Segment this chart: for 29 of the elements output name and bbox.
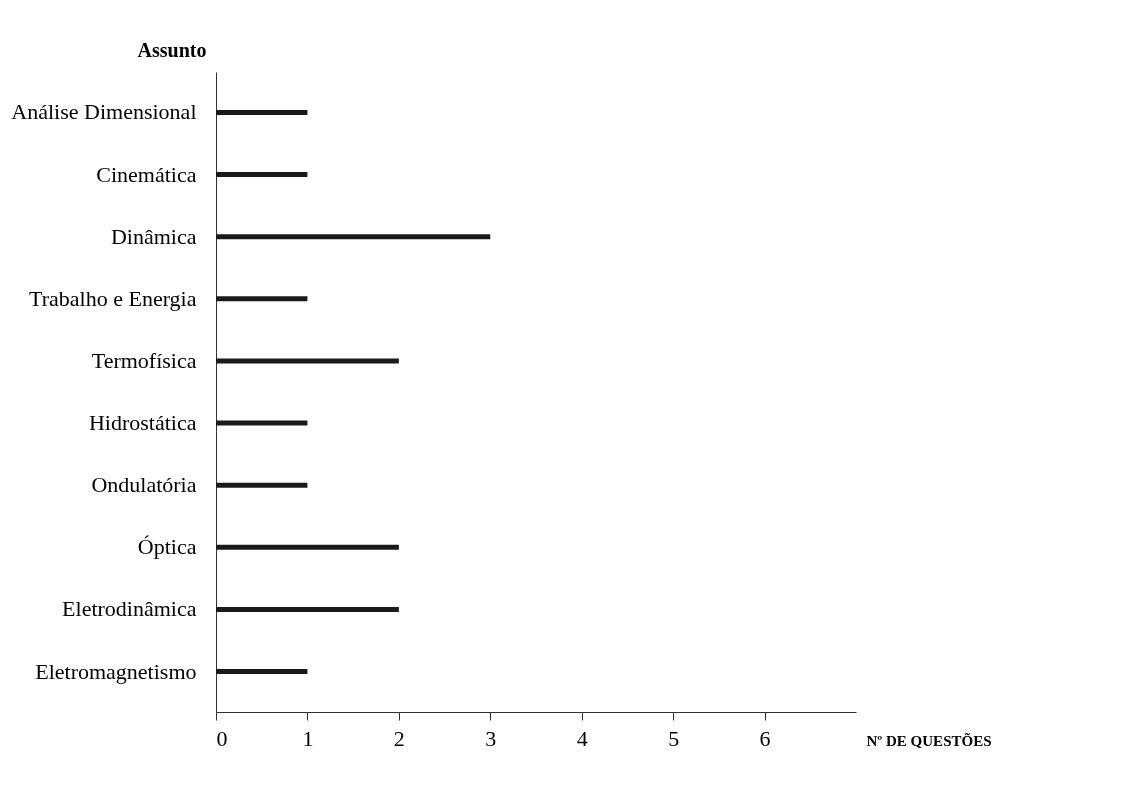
y-tick-label: Análise Dimensional bbox=[11, 99, 197, 125]
y-tick-label: Eletrodinâmica bbox=[62, 596, 197, 622]
bar bbox=[216, 172, 308, 178]
bar bbox=[216, 358, 399, 364]
x-axis-title: Nº DE QUESTÕES bbox=[866, 731, 992, 749]
bar bbox=[216, 669, 308, 675]
bar bbox=[216, 606, 399, 612]
bar bbox=[216, 109, 308, 115]
bar bbox=[216, 296, 308, 302]
x-tick-label: 4 bbox=[576, 725, 588, 751]
y-axis-title: Assunto bbox=[137, 38, 207, 61]
y-tick-label: Óptica bbox=[137, 534, 197, 560]
y-tick-label: Termofísica bbox=[91, 347, 197, 373]
x-tick-label: 1 bbox=[302, 725, 314, 751]
x-tick-label: 2 bbox=[393, 725, 405, 751]
bar bbox=[216, 234, 491, 240]
y-tick-label: Eletromagnetismo bbox=[35, 658, 197, 684]
x-tick-label: 6 bbox=[759, 725, 771, 751]
bar bbox=[216, 544, 399, 550]
bar bbox=[216, 420, 308, 426]
bar bbox=[216, 482, 308, 488]
x-tick-label: 3 bbox=[485, 725, 497, 751]
x-tick-label: 5 bbox=[668, 725, 680, 751]
y-tick-label: Cinemática bbox=[96, 161, 197, 187]
x-tick-label: 0 bbox=[216, 725, 228, 751]
y-tick-label: Ondulatória bbox=[91, 472, 197, 498]
y-tick-label: Hidrostática bbox=[88, 410, 197, 436]
y-tick-label: Dinâmica bbox=[110, 223, 197, 249]
y-tick-label: Trabalho e Energia bbox=[29, 285, 197, 311]
